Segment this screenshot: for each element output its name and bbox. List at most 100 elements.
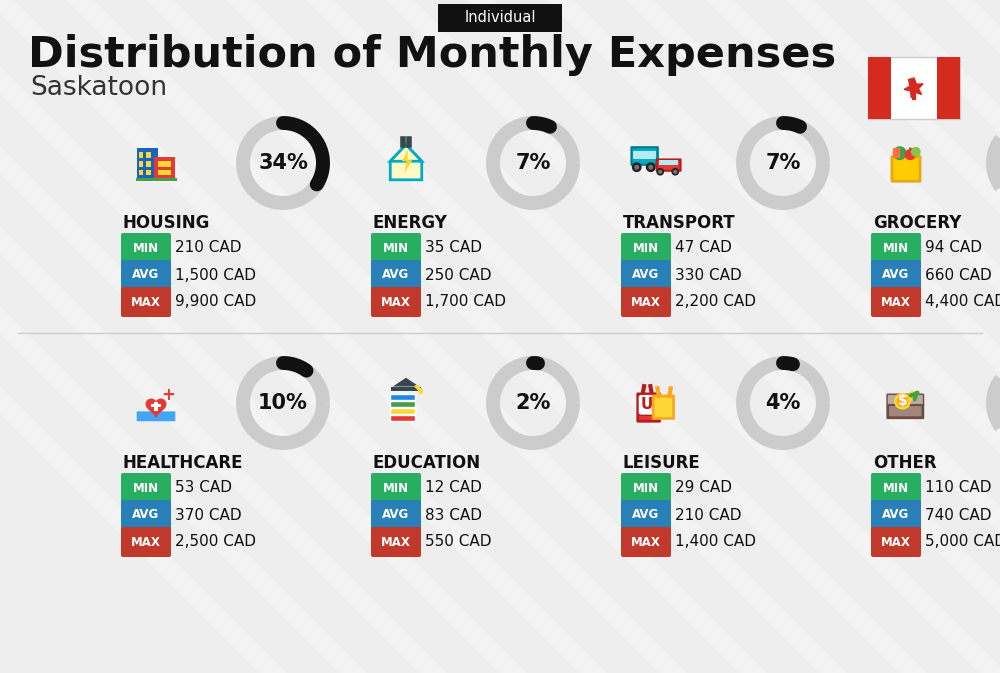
Text: AVG: AVG (382, 509, 410, 522)
Text: AVG: AVG (132, 509, 160, 522)
FancyBboxPatch shape (121, 233, 171, 263)
Text: +: + (161, 386, 175, 404)
Text: MIN: MIN (883, 481, 909, 495)
Text: AVG: AVG (632, 509, 660, 522)
Text: 1,400 CAD: 1,400 CAD (675, 534, 756, 549)
FancyBboxPatch shape (871, 527, 921, 557)
FancyBboxPatch shape (146, 152, 151, 157)
FancyBboxPatch shape (390, 401, 415, 407)
Text: 94 CAD: 94 CAD (925, 240, 982, 256)
Polygon shape (390, 145, 422, 180)
FancyBboxPatch shape (158, 170, 171, 175)
FancyBboxPatch shape (621, 500, 671, 530)
FancyBboxPatch shape (621, 473, 671, 503)
Text: 29 CAD: 29 CAD (675, 481, 732, 495)
FancyBboxPatch shape (121, 473, 171, 503)
FancyBboxPatch shape (138, 152, 143, 157)
Text: TRANSPORT: TRANSPORT (623, 214, 736, 232)
Text: HOUSING: HOUSING (123, 214, 210, 232)
Polygon shape (393, 378, 419, 386)
Circle shape (897, 396, 908, 406)
FancyBboxPatch shape (371, 260, 421, 290)
Text: 110 CAD: 110 CAD (925, 481, 992, 495)
Text: Distribution of Monthly Expenses: Distribution of Monthly Expenses (28, 34, 836, 76)
FancyBboxPatch shape (888, 395, 923, 404)
FancyBboxPatch shape (937, 57, 960, 119)
FancyBboxPatch shape (868, 57, 891, 119)
Circle shape (912, 147, 920, 156)
Text: 1,700 CAD: 1,700 CAD (425, 295, 506, 310)
FancyBboxPatch shape (121, 287, 171, 317)
Text: MAX: MAX (881, 536, 911, 548)
Text: 35 CAD: 35 CAD (425, 240, 482, 256)
FancyBboxPatch shape (657, 160, 681, 171)
FancyBboxPatch shape (371, 287, 421, 317)
Text: 9,900 CAD: 9,900 CAD (175, 295, 256, 310)
Text: 660 CAD: 660 CAD (925, 267, 992, 283)
FancyBboxPatch shape (621, 233, 671, 263)
Text: AVG: AVG (882, 509, 910, 522)
Text: 12 CAD: 12 CAD (425, 481, 482, 495)
FancyBboxPatch shape (154, 157, 175, 180)
FancyBboxPatch shape (871, 260, 921, 290)
Circle shape (635, 166, 639, 169)
FancyBboxPatch shape (633, 151, 656, 159)
Text: 370 CAD: 370 CAD (175, 507, 242, 522)
Text: 2,500 CAD: 2,500 CAD (175, 534, 256, 549)
Circle shape (895, 394, 910, 409)
Text: 53 CAD: 53 CAD (175, 481, 232, 495)
Text: MAX: MAX (631, 295, 661, 308)
FancyBboxPatch shape (158, 161, 171, 166)
FancyBboxPatch shape (892, 157, 920, 181)
FancyBboxPatch shape (390, 415, 415, 421)
Text: EDUCATION: EDUCATION (373, 454, 481, 472)
Text: AVG: AVG (382, 269, 410, 281)
Text: GROCERY: GROCERY (873, 214, 961, 232)
Text: ENERGY: ENERGY (373, 214, 448, 232)
Polygon shape (402, 149, 412, 174)
Text: 250 CAD: 250 CAD (425, 267, 492, 283)
Circle shape (419, 390, 422, 394)
FancyBboxPatch shape (151, 404, 161, 407)
Text: 83 CAD: 83 CAD (425, 507, 482, 522)
Text: 210 CAD: 210 CAD (675, 507, 742, 522)
Text: AVG: AVG (632, 269, 660, 281)
FancyBboxPatch shape (871, 500, 921, 530)
Text: MAX: MAX (131, 536, 161, 548)
Text: MIN: MIN (383, 481, 409, 495)
Circle shape (672, 169, 678, 175)
Text: 5,000 CAD: 5,000 CAD (925, 534, 1000, 549)
Text: Individual: Individual (464, 11, 536, 26)
FancyBboxPatch shape (868, 57, 960, 119)
Text: U: U (641, 397, 653, 413)
FancyBboxPatch shape (137, 411, 175, 421)
Circle shape (657, 169, 663, 175)
FancyBboxPatch shape (391, 386, 421, 391)
Text: MAX: MAX (381, 536, 411, 548)
Text: MIN: MIN (383, 242, 409, 254)
Text: OTHER: OTHER (873, 454, 937, 472)
Text: Saskatoon: Saskatoon (30, 75, 167, 101)
Text: $: $ (898, 394, 907, 409)
Text: 1,500 CAD: 1,500 CAD (175, 267, 256, 283)
Text: AVG: AVG (882, 269, 910, 281)
FancyBboxPatch shape (136, 178, 177, 181)
FancyBboxPatch shape (438, 4, 562, 32)
Text: 2,200 CAD: 2,200 CAD (675, 295, 756, 310)
Text: 4,400 CAD: 4,400 CAD (925, 295, 1000, 310)
Circle shape (647, 163, 655, 172)
Text: LEISURE: LEISURE (623, 454, 701, 472)
FancyBboxPatch shape (371, 473, 421, 503)
FancyBboxPatch shape (631, 147, 658, 165)
FancyBboxPatch shape (871, 233, 921, 263)
FancyBboxPatch shape (653, 396, 674, 419)
FancyBboxPatch shape (390, 409, 415, 414)
Circle shape (909, 392, 917, 400)
Text: 34%: 34% (258, 153, 308, 173)
Text: 2%: 2% (515, 393, 551, 413)
Text: MIN: MIN (633, 242, 659, 254)
Text: MAX: MAX (631, 536, 661, 548)
FancyBboxPatch shape (893, 148, 900, 157)
FancyBboxPatch shape (121, 260, 171, 290)
Circle shape (649, 166, 652, 169)
